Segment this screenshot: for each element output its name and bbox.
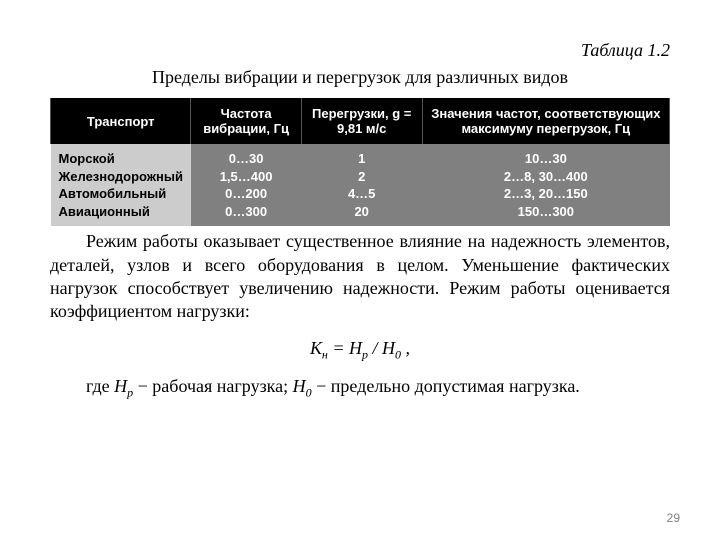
where-prefix: где [86,376,114,396]
where-line: где Нр − рабочая нагрузка; Н0 − предельн… [50,376,670,401]
sym-H2: Н [382,338,395,358]
formula: Кн = Нр / Н0 , [50,338,670,363]
sym-H1: Н [349,338,362,358]
table-title: Пределы вибрации и перегрузок для различ… [50,67,670,88]
cell-freq: 0…30 1,5…400 0…200 0…300 [191,144,301,226]
page-number: 29 [667,511,680,525]
where-mid1: − рабочая нагрузка; [133,376,293,396]
body-paragraph: Режим работы оказывает существенное влия… [50,230,670,324]
document-page: Таблица 1.2 Пределы вибрации и перегрузо… [0,0,720,540]
col-freq-max: Значения частот, соответствующих максиму… [422,98,669,144]
table-row: Морской Железнодорожный Автомобильный Ав… [51,144,670,226]
sub-K: н [322,347,328,361]
formula-tail: , [401,338,410,358]
col-transport: Транспорт [51,98,191,144]
table-caption: Таблица 1.2 [50,40,670,61]
cell-transport: Морской Железнодорожный Автомобильный Ав… [51,144,191,226]
vibration-table: Транспорт Частота вибрации, Гц Перегрузк… [50,98,670,226]
sym-K: К [310,338,322,358]
table-header-row: Транспорт Частота вибрации, Гц Перегрузк… [51,98,670,144]
where-H2: Н [293,376,306,396]
cell-overload: 1 2 4…5 20 [301,144,422,226]
col-freq: Частота вибрации, Гц [191,98,301,144]
cell-freq-max: 10…30 2…8, 30…400 2…3, 20…150 150…300 [422,144,669,226]
where-mid2: − предельно допустимая нагрузка. [312,376,580,396]
sub-H1: р [362,347,368,361]
col-overload: Перегрузки, g = 9,81 м/с [301,98,422,144]
where-H1: Н [114,376,127,396]
